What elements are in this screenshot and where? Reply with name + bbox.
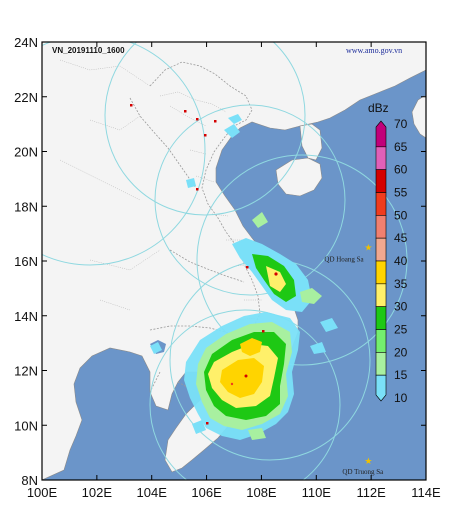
- lat-tick-label: 20N: [14, 145, 38, 160]
- land-hainan: [275, 157, 323, 197]
- lat-tick-label: 16N: [14, 254, 38, 269]
- colorbar-unit: dBz: [368, 101, 389, 115]
- colorbar-segment: [375, 146, 387, 170]
- colorbar-level-label: 20: [394, 345, 408, 359]
- colorbar-level-label: 50: [394, 208, 408, 222]
- echo-gold-southern: [220, 358, 264, 398]
- echo-north-1: [224, 124, 240, 138]
- lon-tick-label: 100E: [27, 485, 58, 500]
- city-marker: [196, 118, 199, 121]
- hoang-sa-star-icon: ★: [364, 242, 372, 252]
- map-axes: 100E 102E 104E 106E 108E 110E 112E 114E 24N 22N 20…: [14, 35, 441, 500]
- echo-offshore-1: [300, 288, 322, 304]
- colorbar-segment: [375, 215, 387, 239]
- city-marker: [130, 104, 133, 107]
- city-marker: [204, 134, 207, 137]
- colorbar-level-label: 10: [394, 391, 408, 405]
- province-lines: [59, 59, 262, 321]
- lon-tick-label: 112E: [356, 485, 386, 500]
- echo-offshore-3: [310, 342, 326, 354]
- echo-offshore-2: [320, 318, 338, 332]
- city-marker: [196, 188, 199, 191]
- truong-sa-star-icon: ★: [364, 456, 372, 466]
- laos-cambodia-border: [129, 97, 245, 393]
- echo-red-cell: [230, 382, 234, 386]
- colorbar-segment: [375, 260, 387, 285]
- colorbar-segment: [375, 329, 387, 353]
- echo-red-cell: [244, 374, 248, 378]
- echo-sw-1: [192, 420, 206, 434]
- city-markers: [130, 104, 265, 425]
- reflectivity-colorbar: dBz 70 65 60 55 50 45 40 35 30 25 20 15 10: [368, 101, 408, 405]
- lat-tick-label: 14N: [14, 309, 38, 324]
- city-marker: [206, 422, 209, 425]
- lon-tick-label: 110E: [302, 485, 332, 500]
- radar-echo-layer: [150, 114, 338, 440]
- echo-central-yellow: [266, 266, 286, 292]
- lat-tick-label: 18N: [14, 199, 38, 214]
- echo-offshore-4: [252, 212, 268, 228]
- lon-tick-label: 106E: [191, 485, 222, 500]
- city-marker: [262, 330, 265, 333]
- colorbar-level-label: 60: [394, 163, 408, 177]
- city-marker: [246, 266, 249, 269]
- city-marker: [184, 110, 187, 113]
- lon-tick-label: 114E: [411, 485, 441, 500]
- colorbar-segment: [375, 352, 387, 376]
- lat-tick-label: 24N: [14, 35, 38, 50]
- lat-tick-label: 8N: [21, 473, 38, 488]
- land-leizhou: [299, 123, 323, 161]
- colorbar-segment: [375, 192, 387, 216]
- lat-tick-label: 10N: [14, 418, 38, 433]
- truong-sa-label: QD Truong Sa: [342, 468, 384, 476]
- website-label: www.amo.gov.vn: [346, 46, 402, 55]
- colorbar-level-label: 55: [394, 186, 408, 200]
- colorbar-segment: [375, 283, 387, 307]
- echo-red-cell: [274, 272, 278, 276]
- colorbar-level-label: 65: [394, 140, 408, 154]
- colorbar-level-label: 30: [394, 300, 408, 314]
- colorbar-segment: [375, 374, 387, 402]
- lon-tick-label: 104E: [137, 485, 168, 500]
- lon-tick-label: 108E: [246, 485, 277, 500]
- echo-north-3: [186, 178, 196, 188]
- colorbar-level-label: 40: [394, 254, 408, 268]
- echo-west-1: [150, 342, 162, 354]
- hoang-sa-label: QD Hoang Sa: [324, 255, 364, 263]
- colorbar-level-label: 15: [394, 368, 408, 382]
- image-title: VN_20191110_1600: [52, 46, 125, 55]
- city-marker: [214, 120, 217, 123]
- colorbar-level-label: 70: [394, 117, 408, 131]
- colorbar-level-label: 45: [394, 231, 408, 245]
- colorbar-segment: [375, 120, 387, 148]
- lat-tick-label: 12N: [14, 364, 38, 379]
- colorbar-segment: [375, 169, 387, 193]
- lon-tick-label: 102E: [82, 485, 113, 500]
- echo-north-2: [228, 114, 242, 124]
- echo-gold-core2: [240, 338, 262, 356]
- colorbar-segment: [375, 237, 387, 262]
- colorbar-segment: [375, 306, 387, 330]
- lat-tick-label: 22N: [14, 90, 38, 105]
- land-taiwan: [411, 95, 426, 139]
- colorbar-level-label: 25: [394, 323, 408, 337]
- echo-sw-2: [248, 428, 266, 440]
- colorbar-level-label: 35: [394, 277, 408, 291]
